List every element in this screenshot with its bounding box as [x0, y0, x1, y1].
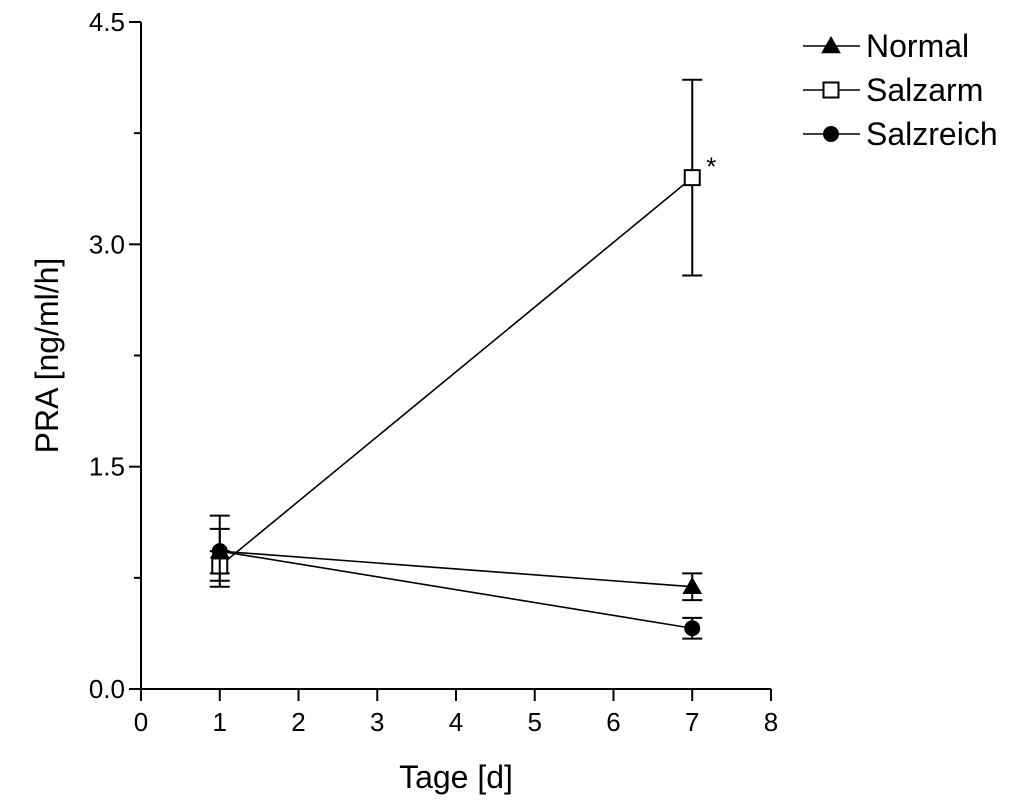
- legend-item-normal: Normal: [803, 28, 969, 64]
- x-axis-ticks: 0 1 2 3 4 5 6 7 8: [134, 689, 778, 737]
- legend: Normal Salzarm Salzreich: [803, 28, 998, 152]
- series-line-salzreich: [219, 550, 693, 630]
- x-tick-label: 8: [764, 707, 778, 737]
- x-tick-label: 2: [291, 707, 305, 737]
- series-salzreich: [209, 514, 703, 640]
- data-point-salzreich: [684, 620, 701, 637]
- legend-label-salzarm: Salzarm: [866, 72, 983, 108]
- x-tick-label: 4: [449, 707, 463, 737]
- x-axis-title: Tage [d]: [399, 759, 513, 795]
- x-tick-label: 3: [370, 707, 384, 737]
- series-line-normal: [219, 550, 693, 588]
- legend-label-salzreich: Salzreich: [866, 116, 998, 152]
- y-axis-ticks: 0.0 1.5 3.0 4.5: [89, 7, 141, 704]
- series-salzarm: [209, 78, 703, 582]
- x-tick-label: 0: [134, 707, 148, 737]
- y-tick-label: 1.5: [89, 452, 125, 482]
- series-layer: *: [209, 78, 716, 640]
- y-tick-label: 4.5: [89, 7, 125, 37]
- x-tick-label: 7: [685, 707, 699, 737]
- data-point-normal: [682, 576, 703, 594]
- significance-annotation: *: [706, 152, 716, 182]
- y-axis-title: PRA [ng/ml/h]: [29, 258, 65, 454]
- legend-marker-normal: [821, 35, 841, 54]
- x-tick-label: 5: [528, 707, 542, 737]
- legend-marker-salzreich: [823, 126, 839, 142]
- x-tick-label: 1: [213, 707, 227, 737]
- data-point-salzreich: [211, 543, 228, 560]
- legend-marker-salzarm: [822, 81, 840, 99]
- x-tick-label: 6: [606, 707, 620, 737]
- y-tick-label: 0.0: [89, 674, 125, 704]
- legend-item-salzarm: Salzarm: [803, 72, 983, 108]
- y-tick-label: 3.0: [89, 229, 125, 259]
- data-point-salzarm: [683, 169, 701, 187]
- legend-item-salzreich: Salzreich: [803, 116, 998, 152]
- legend-label-normal: Normal: [866, 28, 969, 64]
- series-line-salzarm: [219, 177, 693, 567]
